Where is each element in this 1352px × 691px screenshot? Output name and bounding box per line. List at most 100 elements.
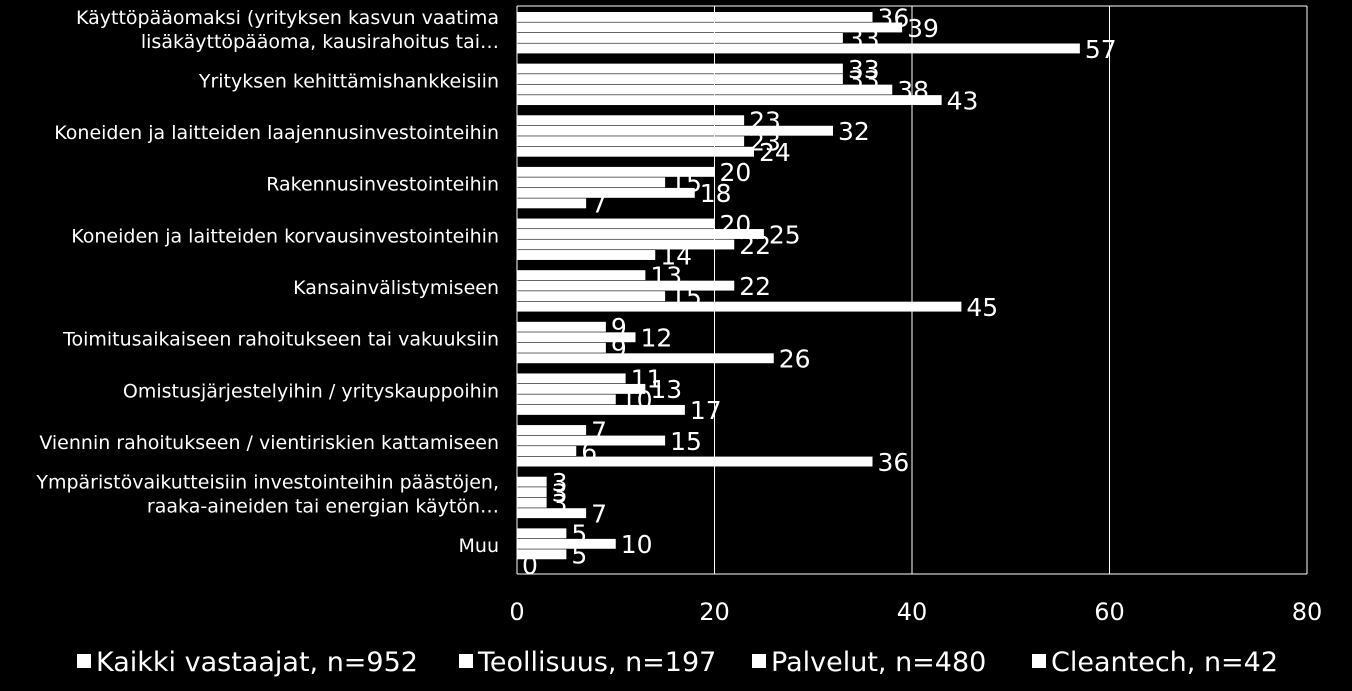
- category-label-3: Rakennusinvestointeihin: [266, 174, 499, 196]
- bar-s0-c7: [517, 373, 626, 384]
- legend-swatch-0: [77, 654, 91, 668]
- data-label-s3-c4: 14: [660, 241, 692, 270]
- data-label-s1-c6: 12: [641, 324, 673, 353]
- data-label-s0-c1: 33: [848, 55, 880, 84]
- data-label-s3-c2: 24: [759, 138, 791, 167]
- bar-s3-c1: [517, 95, 942, 106]
- data-label-s3-c1: 43: [947, 86, 979, 115]
- category-label-2: Koneiden ja laitteiden laajennusinvestoi…: [54, 122, 499, 144]
- bar-s1-c0: [517, 22, 903, 33]
- data-label-s0-c8: 7: [591, 416, 607, 445]
- x-tick-label-20: 20: [699, 598, 730, 626]
- data-label-s0-c3: 20: [720, 158, 752, 187]
- bar-s3-c6: [517, 353, 774, 364]
- data-label-s1-c5: 22: [739, 272, 771, 301]
- category-label-10: Muu: [459, 535, 499, 557]
- data-label-s2-c7: 10: [621, 386, 653, 415]
- bars: [517, 12, 1080, 560]
- data-label-s1-c7: 13: [650, 375, 682, 404]
- data-label-s0-c5: 13: [650, 261, 682, 290]
- data-label-s0-c0: 36: [878, 3, 910, 32]
- bar-s3-c8: [517, 456, 873, 467]
- data-label-s3-c9: 7: [591, 499, 607, 528]
- bar-s0-c0: [517, 12, 873, 22]
- category-label-9-line0: Ympäristövaikutteisiin investointeihin p…: [35, 472, 499, 494]
- bar-s0-c6: [517, 321, 606, 332]
- bar-s3-c2: [517, 146, 754, 157]
- data-label-s1-c0: 39: [907, 14, 939, 43]
- bar-s3-c3: [517, 198, 587, 209]
- bar-s2-c9: [517, 497, 547, 508]
- bar-s3-c9: [517, 508, 587, 519]
- bar-s2-c3: [517, 187, 695, 198]
- bar-s1-c5: [517, 280, 735, 291]
- data-label-s2-c2: 23: [749, 128, 781, 157]
- data-label-s3-c7: 17: [690, 396, 722, 425]
- bar-s2-c4: [517, 239, 735, 250]
- legend-swatch-1: [459, 654, 473, 668]
- legend-label-2: Palvelut, n=480: [771, 647, 986, 678]
- bar-s1-c3: [517, 177, 666, 188]
- category-label-0-line0: Käyttöpääomaksi (yrityksen kasvun vaatim…: [76, 7, 499, 29]
- data-label-s2-c9: 3: [552, 489, 568, 518]
- data-label-s0-c6: 9: [611, 313, 627, 342]
- data-label-s3-c6: 26: [779, 345, 811, 374]
- data-label-s0-c2: 23: [749, 107, 781, 136]
- data-label-s2-c10: 5: [571, 541, 587, 570]
- data-label-s2-c6: 9: [611, 334, 627, 363]
- data-label-s0-c4: 20: [720, 210, 752, 239]
- bar-s3-c0: [517, 43, 1080, 54]
- legend-swatch-2: [752, 654, 766, 668]
- data-label-s2-c8: 6: [581, 437, 597, 466]
- bar-s2-c1: [517, 84, 893, 95]
- category-label-1: Yrityksen kehittämishankkeisiin: [198, 70, 499, 92]
- x-axis-ticks: 0 20 40 60 80: [509, 598, 1322, 626]
- legend-label-0: Kaikki vastaajat, n=952: [96, 647, 418, 678]
- category-label-9-line1: raaka-aineiden tai energian käytön…: [147, 496, 499, 518]
- data-label-s3-c0: 57: [1085, 35, 1117, 64]
- data-label-s3-c10: 0: [522, 551, 538, 580]
- bar-s3-c7: [517, 404, 685, 415]
- x-tick-label-60: 60: [1094, 598, 1125, 626]
- data-label-s1-c2: 32: [838, 117, 870, 146]
- data-label-s3-c3: 7: [591, 190, 607, 219]
- bar-s0-c2: [517, 115, 745, 126]
- bar-s1-c10: [517, 538, 616, 549]
- data-label-s2-c5: 15: [670, 282, 702, 311]
- bar-s2-c0: [517, 33, 843, 43]
- legend: Kaikki vastaajat, n=952 Teollisuus, n=197…: [77, 647, 1278, 678]
- bar-s2-c7: [517, 394, 616, 405]
- x-tick-label-0: 0: [509, 598, 524, 626]
- bar-s2-c10: [517, 549, 567, 560]
- category-label-8: Viennin rahoitukseen / vientiriskien kat…: [39, 432, 499, 454]
- category-labels: Käyttöpääomaksi (yrityksen kasvun vaatim…: [35, 7, 499, 557]
- category-label-0-line1: lisäkäyttöpääoma, kausirahoitus tai…: [141, 31, 499, 53]
- bar-s1-c6: [517, 332, 636, 343]
- bar-s3-c5: [517, 301, 962, 312]
- bar-s2-c2: [517, 136, 745, 147]
- bar-s0-c4: [517, 218, 715, 229]
- bar-s1-c2: [517, 125, 833, 136]
- bar-s2-c8: [517, 446, 577, 456]
- bar-s2-c6: [517, 342, 606, 353]
- bar-s0-c5: [517, 270, 646, 281]
- bar-s1-c9: [517, 487, 547, 498]
- data-label-s0-c9: 3: [552, 468, 568, 497]
- legend-swatch-3: [1032, 654, 1046, 668]
- data-label-s2-c0: 33: [848, 24, 880, 53]
- data-label-s1-c1: 33: [848, 65, 880, 94]
- bar-s2-c5: [517, 291, 666, 302]
- data-label-s1-c4: 25: [769, 220, 801, 249]
- bar-s0-c1: [517, 63, 843, 74]
- bar-s0-c3: [517, 166, 715, 177]
- x-tick-label-80: 80: [1292, 598, 1323, 626]
- data-label-s1-c8: 15: [670, 427, 702, 456]
- bar-s3-c4: [517, 250, 656, 260]
- bar-s1-c4: [517, 229, 764, 239]
- bar-s0-c10: [517, 528, 567, 539]
- data-label-s2-c1: 38: [897, 76, 929, 105]
- data-label-s0-c10: 5: [571, 520, 587, 549]
- data-label-s2-c3: 18: [700, 179, 732, 208]
